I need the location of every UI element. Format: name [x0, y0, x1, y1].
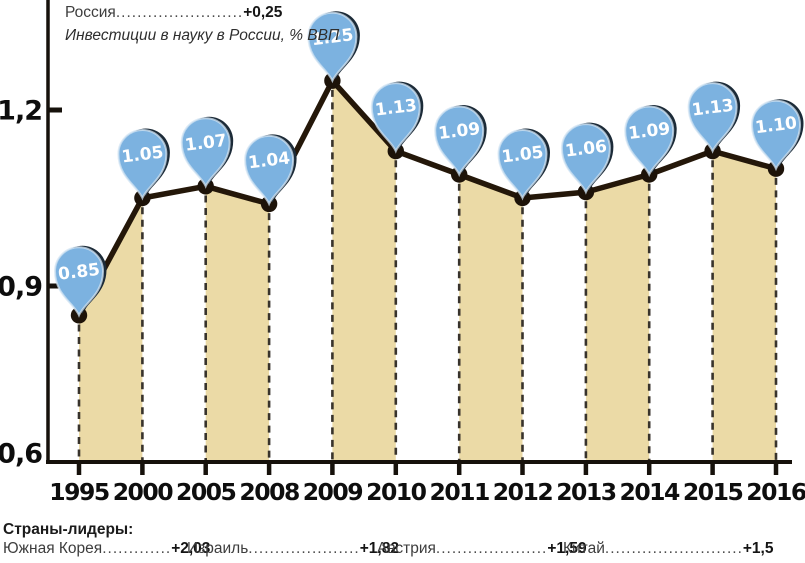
x-tick-label: 2005: [176, 478, 236, 506]
value-pin: 1.09: [624, 105, 677, 178]
pin-body: [624, 105, 675, 178]
pin-body: [497, 129, 548, 201]
pin-body: [750, 99, 802, 172]
shaded-band: [712, 151, 776, 462]
series-value: +0,25: [243, 4, 283, 21]
value-pin: 1.06: [560, 122, 614, 195]
x-tick-label: 1995: [49, 478, 109, 506]
value-pin: 0.85: [53, 245, 107, 318]
shaded-band: [585, 174, 650, 462]
pin-body: [307, 11, 358, 84]
x-tick-label: 2013: [556, 478, 616, 506]
country-value: +1,82: [359, 540, 399, 557]
x-tick-label: 2009: [303, 478, 363, 506]
leader-dots: ..........................: [604, 540, 743, 557]
x-tick-label: 2015: [683, 478, 743, 506]
x-tick-label: 2008: [239, 478, 299, 506]
x-tick-label: 2016: [746, 478, 805, 506]
pin-body: [180, 117, 231, 189]
data-line: [76, 77, 779, 319]
value-pin: 1.10: [750, 99, 804, 172]
leaders-row: Южная Корея.............+2,03 Израиль....…: [0, 540, 805, 560]
country-value: +2,03: [171, 540, 211, 557]
series-name: Россия: [65, 4, 116, 21]
y-tick-label: 0,9: [0, 272, 42, 303]
shaded-band: [332, 80, 396, 462]
country-value: +1,59: [547, 540, 587, 557]
value-pin: 1.13: [687, 81, 741, 154]
x-tick-label: 2010: [366, 478, 427, 506]
value-pin: 1.05: [497, 128, 550, 201]
shaded-band: [459, 174, 523, 462]
pin-body: [687, 82, 738, 154]
leader-dots: ........................: [115, 4, 244, 21]
country-name: Китай: [563, 540, 605, 557]
legend-item: Израиль.....................+1,82: [187, 540, 399, 558]
x-tick-label: 2014: [619, 478, 680, 506]
pin-body: [560, 123, 611, 195]
legend-item: Австрия.....................+1,59: [377, 540, 587, 558]
value-pin: 1.25: [307, 11, 360, 84]
leader-dots: .....................: [248, 540, 360, 557]
value-pin: 1.09: [434, 105, 487, 178]
shaded-band: [205, 186, 270, 463]
y-tick-label: 0,6: [0, 439, 42, 470]
x-tick-label: 2000: [113, 478, 174, 506]
pin-body: [244, 134, 295, 207]
pin-body: [370, 82, 421, 154]
value-pin: 1.07: [180, 116, 234, 189]
chart-subtitle: Инвестиции в науку в России, % ВВП: [65, 27, 340, 44]
country-value: +1,5: [742, 540, 774, 557]
header-series-line: Россия........................+0,25: [65, 4, 282, 22]
value-pin: 1.13: [370, 81, 424, 154]
country-name: Израиль: [187, 540, 249, 557]
x-tick-label: 2012: [493, 478, 553, 506]
x-tick-label: 2011: [429, 478, 489, 506]
y-tick-label: 1,2: [0, 96, 42, 127]
pin-body: [53, 246, 105, 318]
leader-dots: .....................: [435, 540, 548, 557]
pin-body: [434, 105, 485, 178]
legend-item: Южная Корея.............+2,03: [3, 540, 210, 558]
country-name: Южная Корея: [3, 540, 103, 557]
leader-dots: .............: [102, 540, 172, 557]
pin-body: [117, 129, 168, 201]
shaded-band: [79, 198, 143, 462]
legend-item: Китай..........................+1,5: [563, 540, 773, 558]
country-name: Австрия: [377, 540, 436, 557]
leaders-title: Страны-лидеры:: [3, 521, 134, 538]
value-pin: 1.05: [117, 128, 170, 201]
value-pin: 1.04: [244, 134, 297, 207]
